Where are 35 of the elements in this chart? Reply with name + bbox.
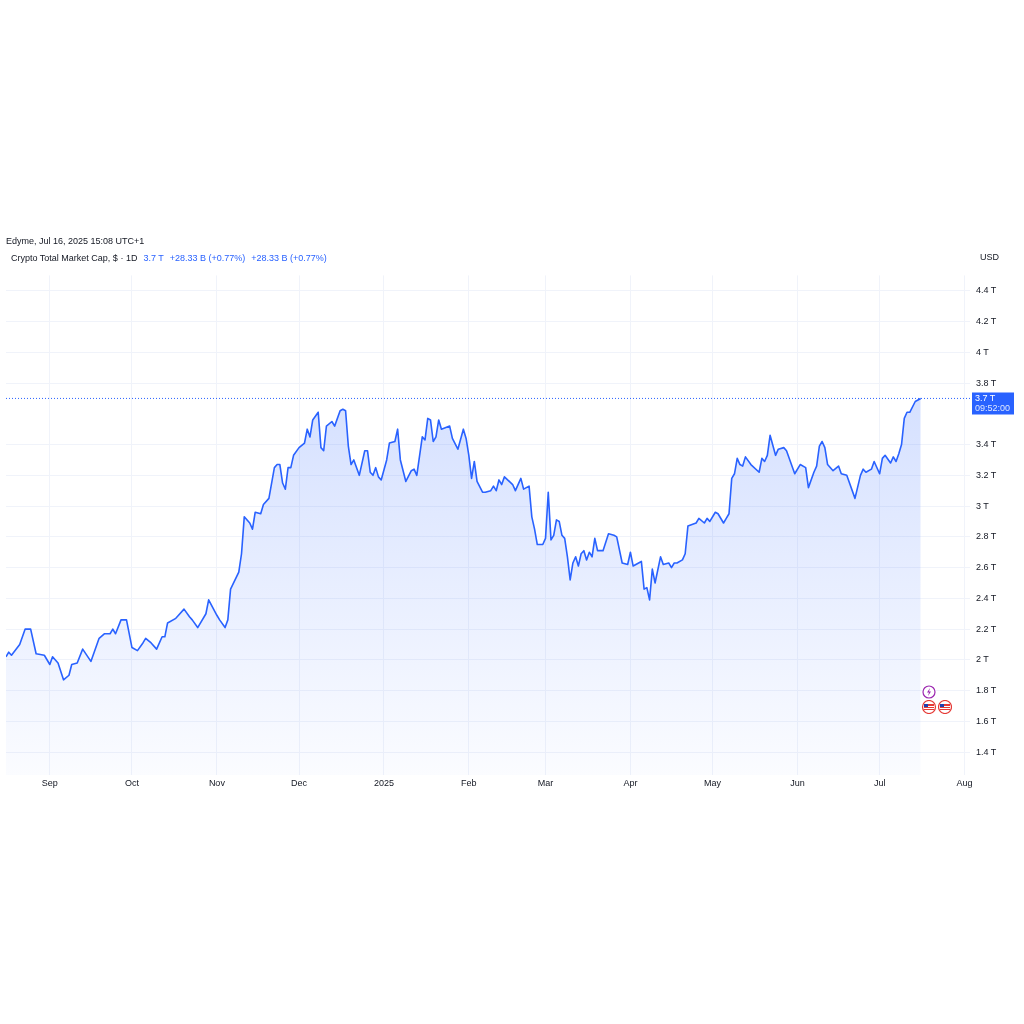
y-tick-label: 1.4 T: [976, 746, 997, 757]
x-tick-label: Nov: [208, 778, 226, 789]
x-tick-label: Sep: [41, 778, 58, 789]
y-tick-label: 1.6 T: [976, 715, 997, 726]
x-tick-label: Apr: [623, 778, 638, 789]
y-tick-label: 1.8 T: [976, 685, 997, 696]
x-tick-label: Mar: [537, 778, 554, 789]
y-tick-label: 3.8 T: [976, 377, 997, 388]
y-tick-label: 2.6 T: [976, 562, 997, 573]
y-tick-label: 2.2 T: [976, 623, 997, 634]
x-tick-label: Aug: [956, 778, 973, 789]
text: +28.33 B (+0.77%): [251, 253, 327, 263]
y-tick-label: 3 T: [976, 500, 990, 511]
text: 3.7 T: [143, 253, 164, 263]
text: 09:52:00: [975, 402, 1011, 413]
x-tick-label: Jun: [790, 778, 805, 789]
x-tick-label: Oct: [124, 778, 140, 789]
y-tick-label: 4.2 T: [976, 316, 997, 327]
y-tick-label: 4 T: [976, 346, 990, 357]
y-tick-label: 3.2 T: [976, 469, 997, 480]
x-tick-label: Jul: [873, 778, 886, 789]
text: +28.33 B (+0.77%): [169, 253, 246, 263]
y-axis-title: USD: [980, 252, 1000, 262]
y-tick-label: 2 T: [976, 654, 990, 665]
chart-title: Crypto Total Market Cap, $ · 1D: [11, 253, 138, 263]
y-tick-label: 2.4 T: [976, 592, 997, 603]
chart-subtitle: Edyme, Jul 16, 2025 15:08 UTC+1: [6, 236, 145, 246]
y-tick-label: 2.8 T: [976, 531, 997, 542]
x-tick-label: Feb: [461, 778, 477, 789]
x-tick-label: 2025: [373, 778, 394, 789]
y-tick-label: 4.4 T: [976, 285, 997, 296]
x-tick-label: May: [704, 778, 722, 789]
y-tick-label: 3.4 T: [976, 439, 997, 450]
x-tick-label: Dec: [291, 778, 308, 789]
ref-line-label: 3.7 T: [975, 392, 996, 403]
